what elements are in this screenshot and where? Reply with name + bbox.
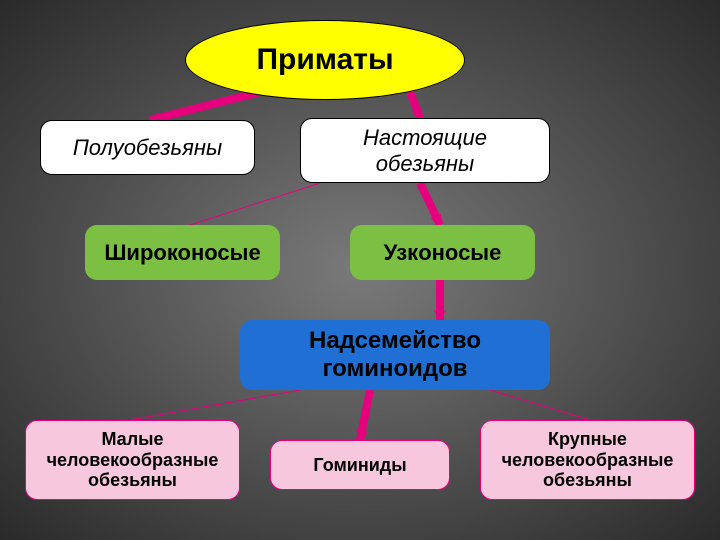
node-root-label: Приматы (256, 43, 393, 78)
node-root: Приматы (185, 20, 465, 100)
node-platyrrhini: Широконосые (85, 225, 280, 280)
node-hominids: Гоминиды (270, 440, 450, 490)
arrow-2 (420, 183, 440, 225)
arrow-4 (360, 390, 370, 440)
node-catarrhini-label: Узкoносые (384, 240, 502, 265)
node-greatApes-label: Крупные человекообразные обезьяны (502, 429, 674, 491)
node-hominids-label: Гоминиды (313, 455, 406, 476)
arrow-0 (150, 92, 260, 120)
node-lesserApes: Малые человекообразные обезьяны (25, 420, 240, 500)
node-hominoidea: Надсемейство гоминоидов (240, 320, 550, 390)
thin-edge-2 (490, 390, 590, 420)
node-lesserApes-label: Малые человекообразные обезьяны (47, 429, 219, 491)
node-catarrhini: Узкoносые (350, 225, 535, 280)
thin-edge-0 (190, 183, 320, 225)
node-greatApes: Крупные человекообразные обезьяны (480, 420, 695, 500)
arrow-1 (410, 92, 420, 118)
node-hominoidea-label: Надсемейство гоминоидов (309, 327, 481, 382)
node-platyrrhini-label: Широконосые (104, 240, 260, 265)
node-prosimians: Полуобезьяны (40, 120, 255, 175)
node-prosimians-label: Полуобезьяны (73, 135, 222, 160)
node-trueMonkeys-label: Настоящие обезьяны (363, 125, 487, 176)
node-trueMonkeys: Настоящие обезьяны (300, 118, 550, 183)
thin-edge-1 (130, 390, 300, 420)
